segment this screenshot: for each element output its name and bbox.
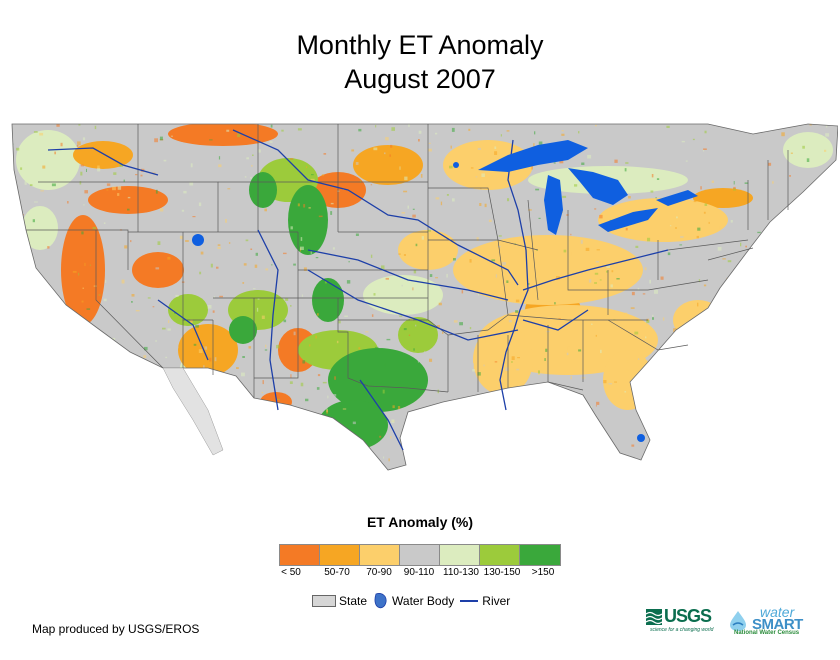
swatch-70-90 — [360, 545, 400, 565]
swatch-gt150 — [520, 545, 560, 565]
key-river: River — [460, 594, 510, 608]
lake-huron — [568, 168, 628, 205]
water-drop-logo-icon — [730, 611, 746, 631]
lake-superior — [478, 140, 588, 172]
rivers — [47, 129, 669, 451]
ramp-labels: < 50 50-70 70-90 90-110 110-130 130-150 … — [279, 567, 601, 581]
ramp-label-110-130: 110-130 — [443, 567, 479, 578]
lake-michigan — [544, 175, 563, 235]
country-outline — [11, 123, 838, 471]
key-state-label: State — [339, 594, 368, 608]
swatch-130-150 — [480, 545, 520, 565]
water-drop-icon — [374, 593, 387, 609]
state-swatch — [312, 595, 336, 607]
ramp-label-130-150: 130-150 — [483, 567, 521, 578]
watersmart-word1: water — [760, 604, 795, 620]
reference-key: State Water Body River — [312, 592, 516, 610]
river-line-icon — [460, 600, 479, 602]
watersmart-logo: water SMART National Water Census — [726, 604, 816, 638]
usgs-wave-icon — [646, 609, 662, 625]
lake-ontario — [656, 190, 698, 206]
swatch-110-130 — [440, 545, 480, 565]
state-boundaries — [26, 124, 789, 398]
ramp-label-50-70: 50-70 — [324, 567, 350, 578]
land-surface — [12, 124, 838, 470]
great-salt-lake — [192, 234, 204, 246]
ramp-label-lt50: < 50 — [281, 567, 301, 578]
map-title: Monthly ET Anomaly — [296, 30, 544, 60]
watersmart-tagline: National Water Census — [734, 630, 800, 636]
usgs-logo-name: USGS — [664, 606, 712, 626]
water-bodies — [192, 140, 698, 442]
swatch-90-110 — [400, 545, 440, 565]
lake-okeechobee — [637, 434, 645, 442]
ramp-label-gt150: >150 — [531, 567, 555, 578]
key-water-body-label: Water Body — [392, 594, 455, 608]
key-water-body: Water Body — [373, 592, 454, 610]
key-state: State — [312, 594, 367, 608]
ramp-label-70-90: 70-90 — [366, 567, 392, 578]
key-river-label: River — [482, 594, 511, 608]
legend-title: ET Anomaly (%) — [366, 514, 474, 530]
credit-text: Map produced by USGS/EROS — [32, 622, 200, 636]
swatch-lt50 — [280, 545, 320, 565]
map-subtitle: August 2007 — [344, 64, 496, 94]
baja-peninsula — [162, 367, 224, 456]
watersmart-word2: SMART — [752, 616, 803, 633]
et-anomaly-map — [11, 123, 838, 471]
usgs-logo: USGS science for a changing world — [646, 606, 722, 636]
lake-erie — [598, 208, 658, 232]
usgs-logo-tagline: science for a changing world — [650, 627, 714, 633]
swatch-50-70 — [320, 545, 360, 565]
color-ramp — [279, 544, 561, 566]
ramp-label-90-110: 90-110 — [403, 567, 435, 578]
